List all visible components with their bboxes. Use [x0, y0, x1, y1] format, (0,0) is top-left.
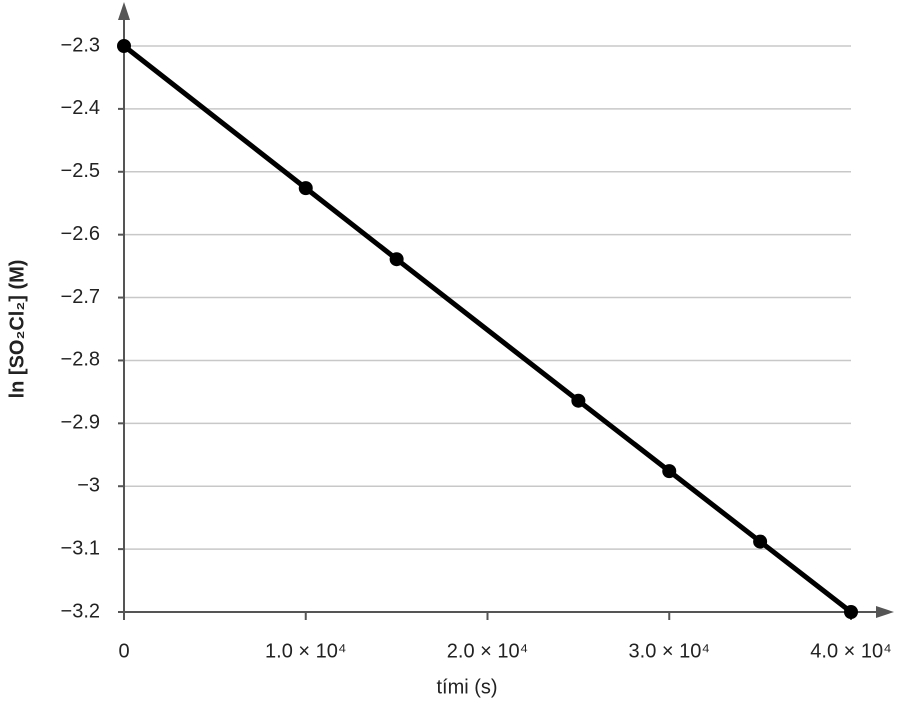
y-tick-label: −2.3 [61, 34, 100, 56]
y-tick-label: −2.6 [61, 223, 100, 245]
y-tick-label: −2.9 [61, 412, 100, 434]
y-tick-label: −3.1 [61, 537, 100, 559]
data-point [389, 252, 404, 267]
data-point [753, 534, 768, 549]
y-tick-label: −2.5 [61, 160, 100, 182]
x-axis-arrow [876, 606, 894, 618]
x-tick-label: 4.0 × 10⁴ [810, 640, 891, 662]
x-tick-label: 1.0 × 10⁴ [265, 640, 346, 662]
data-point [662, 464, 677, 479]
data-point [117, 39, 131, 53]
x-tick-label: 0 [118, 640, 129, 662]
y-tick-label: −2.4 [61, 97, 100, 119]
x-axis-title: tími (s) [436, 676, 497, 698]
data-line [122, 44, 853, 614]
x-tick-label: 3.0 × 10⁴ [629, 640, 710, 662]
y-tick-label: −3 [77, 475, 100, 497]
data-point [844, 605, 858, 619]
y-tick-label: −2.7 [61, 286, 100, 308]
x-tick-label: 2.0 × 10⁴ [447, 640, 528, 662]
data-point [298, 181, 313, 196]
data-point [571, 393, 586, 408]
y-axis-arrow [118, 2, 130, 20]
y-tick-label: −2.8 [61, 349, 100, 371]
y-axis-title: ln [SO₂Cl₂] (M) [6, 260, 28, 399]
y-tick-label: −3.2 [61, 600, 100, 622]
